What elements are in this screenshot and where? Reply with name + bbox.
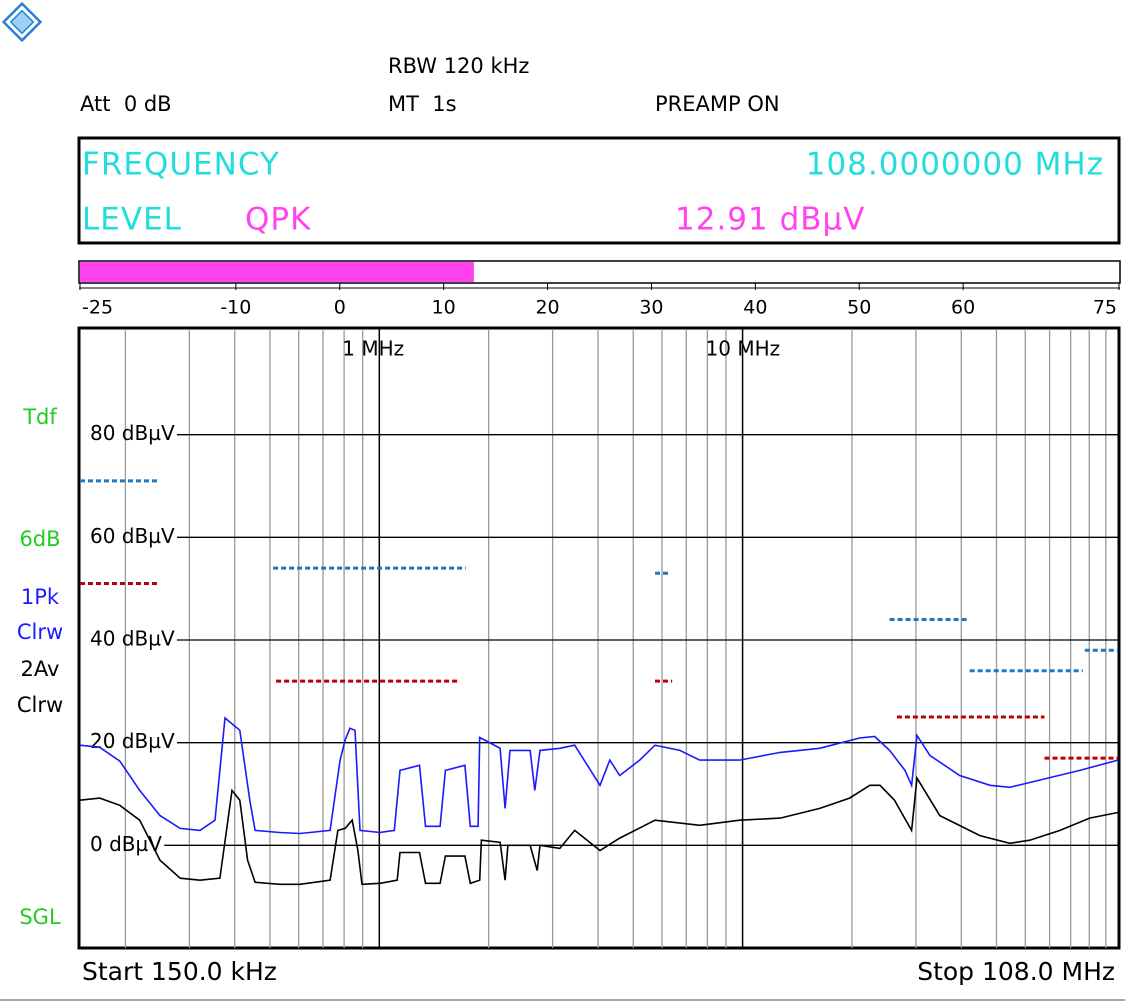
side-label: SGL xyxy=(19,905,61,929)
level: 12.91 dBµV xyxy=(675,202,865,238)
y-tick-label: 0 dBµV xyxy=(90,832,162,856)
y-tick-label: 60 dBµV xyxy=(90,524,175,548)
stop: Stop 108.0 MHz xyxy=(917,957,1115,986)
mt: MT 1s xyxy=(388,92,457,116)
level-label: LEVEL xyxy=(82,202,182,238)
trace xyxy=(80,479,1118,673)
level-tick-label: 10 xyxy=(432,297,456,319)
level-tick-label: 40 xyxy=(743,297,767,319)
trace xyxy=(80,582,1118,760)
detector: QPK xyxy=(245,202,311,238)
level-tick-label: 30 xyxy=(639,297,663,319)
side-label: 6dB xyxy=(19,527,60,551)
readout-box xyxy=(77,136,1121,245)
x-tick-label: 1 MHz xyxy=(342,337,404,361)
frequency: 108.0000000 MHz xyxy=(806,147,1104,183)
y-tick-label: 40 dBµV xyxy=(90,627,175,651)
side-label: 1Pk xyxy=(21,585,60,609)
y-tick-label: 80 dBµV xyxy=(90,421,175,445)
att: Att 0 dB xyxy=(80,92,172,116)
rbw: RBW 120 kHz xyxy=(388,54,529,78)
level-tick-label: -10 xyxy=(220,297,251,319)
preamp: PREAMP ON xyxy=(655,92,780,116)
trace xyxy=(79,716,1119,835)
frequency-label: FREQUENCY xyxy=(82,147,280,183)
level-tick-label: 0 xyxy=(334,297,346,319)
side-label: Clrw xyxy=(17,620,63,644)
side-label: 2Av xyxy=(21,657,60,681)
logo xyxy=(1,1,43,43)
start: Start 150.0 kHz xyxy=(82,957,277,986)
side-label: Clrw xyxy=(17,693,63,717)
level-tick-label: 20 xyxy=(535,297,559,319)
level-tick-label: 75 xyxy=(1093,297,1117,319)
y-tick-label: 20 dBµV xyxy=(90,729,175,753)
trace xyxy=(79,775,1119,886)
plot-frame xyxy=(77,326,1121,950)
level-tick-label: -25 xyxy=(82,297,113,319)
plot: 1 MHz 10 MHz 0 dBµV 20 dBµV 40 dBµV 60 dBµV 80… xyxy=(79,329,1119,948)
x-tick-label: 10 MHz xyxy=(706,337,781,361)
level-bar xyxy=(80,262,474,282)
level-tick-label: 50 xyxy=(847,297,871,319)
side-label: Tdf xyxy=(22,405,57,429)
level-tick-label: 60 xyxy=(951,297,975,319)
